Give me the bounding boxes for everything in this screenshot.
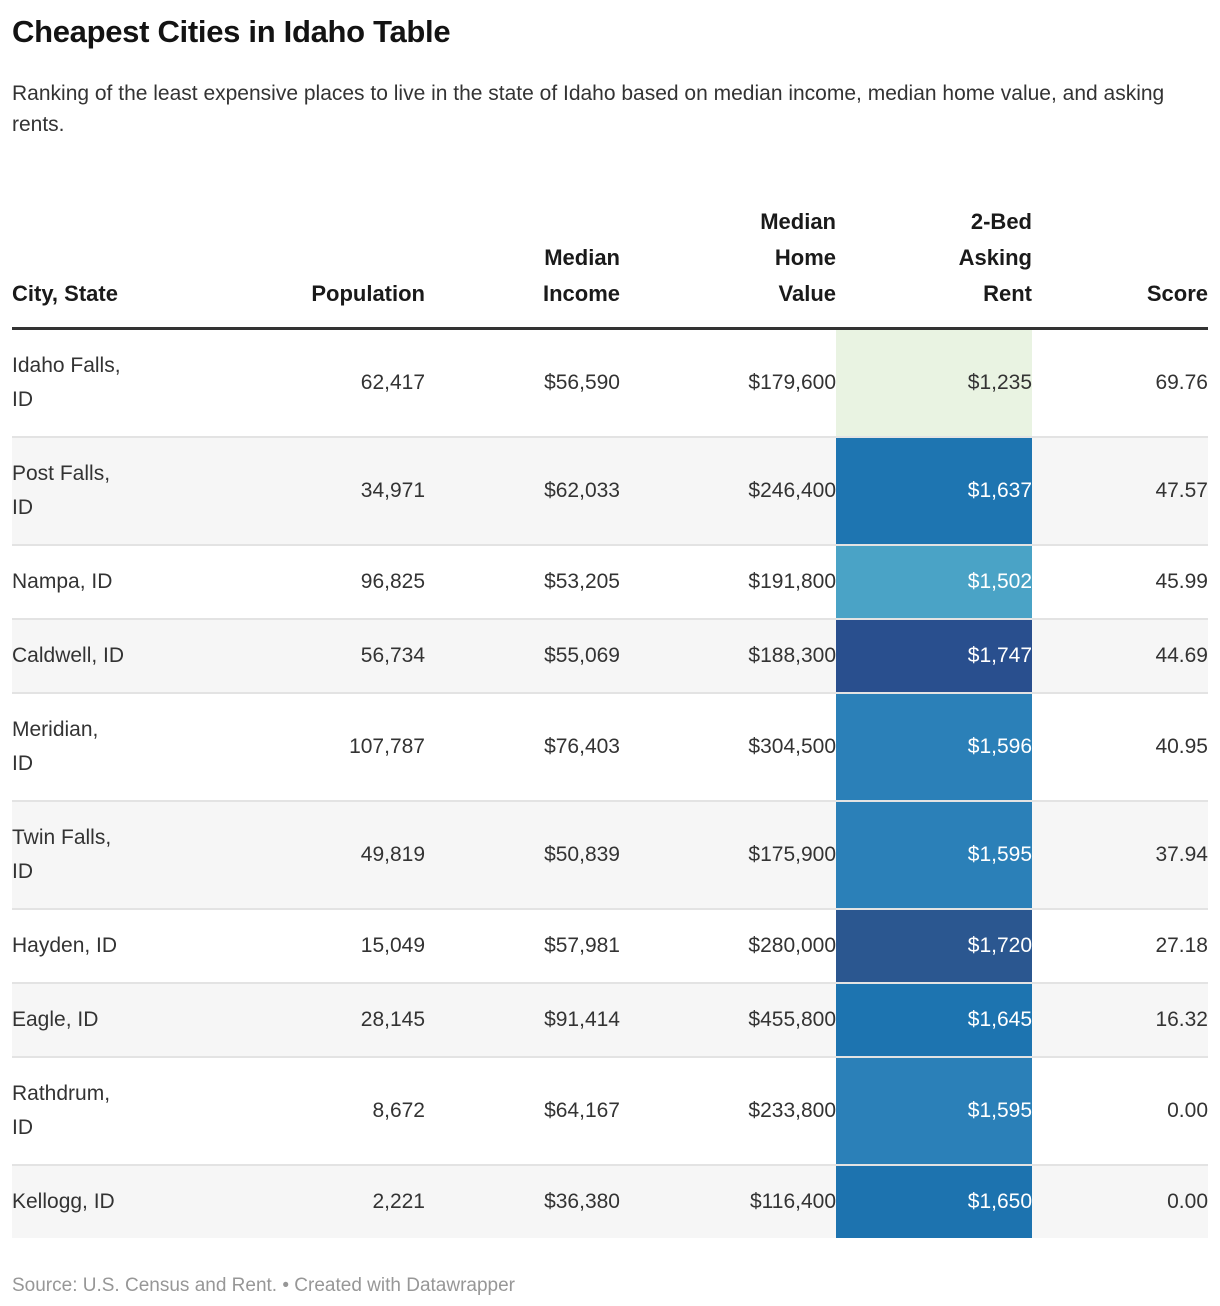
table-row: Post Falls, ID 34,971 $62,033 $246,400 $… — [12, 435, 1208, 545]
city-cell: Caldwell, ID — [12, 617, 215, 693]
population-cell: 34,971 — [215, 435, 425, 545]
population-cell: 56,734 — [215, 617, 425, 693]
score-cell: 47.57 — [1032, 435, 1208, 545]
home-value-cell: $246,400 — [620, 435, 836, 545]
table-row: Caldwell, ID 56,734 $55,069 $188,300 $1,… — [12, 617, 1208, 693]
rent-heatmap-cell: $1,595 — [836, 799, 1032, 909]
income-cell: $76,403 — [425, 691, 620, 801]
rent-heatmap-cell: $1,747 — [836, 617, 1032, 693]
score-cell: 0.00 — [1032, 1163, 1208, 1238]
table-header-row: City, State Population Median Income Med… — [12, 203, 1208, 330]
rent-heatmap-cell: $1,720 — [836, 907, 1032, 983]
population-cell: 49,819 — [215, 799, 425, 909]
table-row: Rathdrum, ID 8,672 $64,167 $233,800 $1,5… — [12, 1055, 1208, 1165]
table-row: Idaho Falls, ID 62,417 $56,590 $179,600 … — [12, 328, 1208, 437]
score-cell: 45.99 — [1032, 543, 1208, 619]
rent-heatmap-cell: $1,502 — [836, 543, 1032, 619]
score-cell: 37.94 — [1032, 799, 1208, 909]
income-cell: $91,414 — [425, 981, 620, 1057]
column-header-population: Population — [215, 203, 425, 330]
city-cell: Hayden, ID — [12, 907, 215, 983]
city-cell: Rathdrum, ID — [12, 1055, 215, 1165]
home-value-cell: $175,900 — [620, 799, 836, 909]
score-cell: 0.00 — [1032, 1055, 1208, 1165]
home-value-cell: $233,800 — [620, 1055, 836, 1165]
cheapest-cities-table: City, State Population Median Income Med… — [12, 203, 1208, 1238]
home-value-cell: $455,800 — [620, 981, 836, 1057]
chart-description: Ranking of the least expensive places to… — [12, 81, 1165, 136]
score-cell: 69.76 — [1155, 370, 1208, 394]
source-text: Source: U.S. Census and Rent. • Created … — [12, 1274, 407, 1296]
rent-heatmap-cell: $1,650 — [836, 1163, 1032, 1238]
income-cell: $36,380 — [425, 1163, 620, 1238]
score-cell: 44.69 — [1032, 617, 1208, 693]
city-cell: Post Falls, ID — [12, 435, 215, 545]
table-row: Kellogg, ID 2,221 $36,380 $116,400 $1,65… — [12, 1163, 1208, 1238]
table-row: Hayden, ID 15,049 $57,981 $280,000 $1,72… — [12, 907, 1208, 983]
score-cell: 40.95 — [1032, 691, 1208, 801]
score-cell: 27.18 — [1032, 907, 1208, 983]
population-cell: 107,787 — [215, 691, 425, 801]
home-value-cell: $304,500 — [620, 691, 836, 801]
column-header-score: Score — [1032, 203, 1208, 330]
table-row: Twin Falls, ID 49,819 $50,839 $175,900 $… — [12, 799, 1208, 909]
table-row: Nampa, ID 96,825 $53,205 $191,800 $1,502… — [12, 543, 1208, 619]
income-cell: $56,590 — [544, 370, 620, 394]
home-value-cell: $188,300 — [620, 617, 836, 693]
home-value-cell: $280,000 — [620, 907, 836, 983]
datawrapper-link[interactable]: Datawrapper — [406, 1274, 516, 1296]
population-cell: 8,672 — [215, 1055, 425, 1165]
income-cell: $62,033 — [425, 435, 620, 545]
population-cell: 96,825 — [215, 543, 425, 619]
income-cell: $57,981 — [425, 907, 620, 983]
column-header-home-value: Median Home Value — [620, 203, 836, 330]
rent-heatmap-cell: $1,645 — [836, 981, 1032, 1057]
city-cell: Meridian, ID — [12, 691, 215, 801]
score-cell: 16.32 — [1032, 981, 1208, 1057]
income-cell: $53,205 — [425, 543, 620, 619]
city-cell: Kellogg, ID — [12, 1163, 215, 1238]
city-cell: Twin Falls, ID — [12, 799, 215, 909]
population-cell: 2,221 — [215, 1163, 425, 1238]
income-cell: $55,069 — [425, 617, 620, 693]
rent-heatmap-cell: $1,637 — [836, 435, 1032, 545]
table-row: Eagle, ID 28,145 $91,414 $455,800 $1,645… — [12, 981, 1208, 1057]
income-cell: $50,839 — [425, 799, 620, 909]
population-cell: 15,049 — [215, 907, 425, 983]
income-cell: $64,167 — [425, 1055, 620, 1165]
home-value-cell: $179,600 — [748, 370, 836, 394]
column-header-income: Median Income — [425, 203, 620, 330]
rent-heatmap-cell: $1,596 — [836, 691, 1032, 801]
city-cell: Nampa, ID — [12, 543, 215, 619]
home-value-cell: $191,800 — [620, 543, 836, 619]
city-cell: Eagle, ID — [12, 981, 215, 1057]
column-header-city: City, State — [12, 203, 215, 330]
rent-heatmap-cell: $1,235 — [836, 328, 1032, 437]
population-cell: 28,145 — [215, 981, 425, 1057]
home-value-cell: $116,400 — [620, 1163, 836, 1238]
column-header-rent: 2-Bed Asking Rent — [836, 203, 1032, 330]
city-cell: Idaho Falls, ID — [12, 353, 121, 411]
table-row: Meridian, ID 107,787 $76,403 $304,500 $1… — [12, 691, 1208, 801]
population-cell: 62,417 — [360, 370, 425, 394]
rent-heatmap-cell: $1,595 — [836, 1055, 1032, 1165]
source-attribution: Source: U.S. Census and Rent. • Created … — [12, 1274, 1208, 1298]
chart-title: Cheapest Cities in Idaho Table — [12, 14, 451, 49]
